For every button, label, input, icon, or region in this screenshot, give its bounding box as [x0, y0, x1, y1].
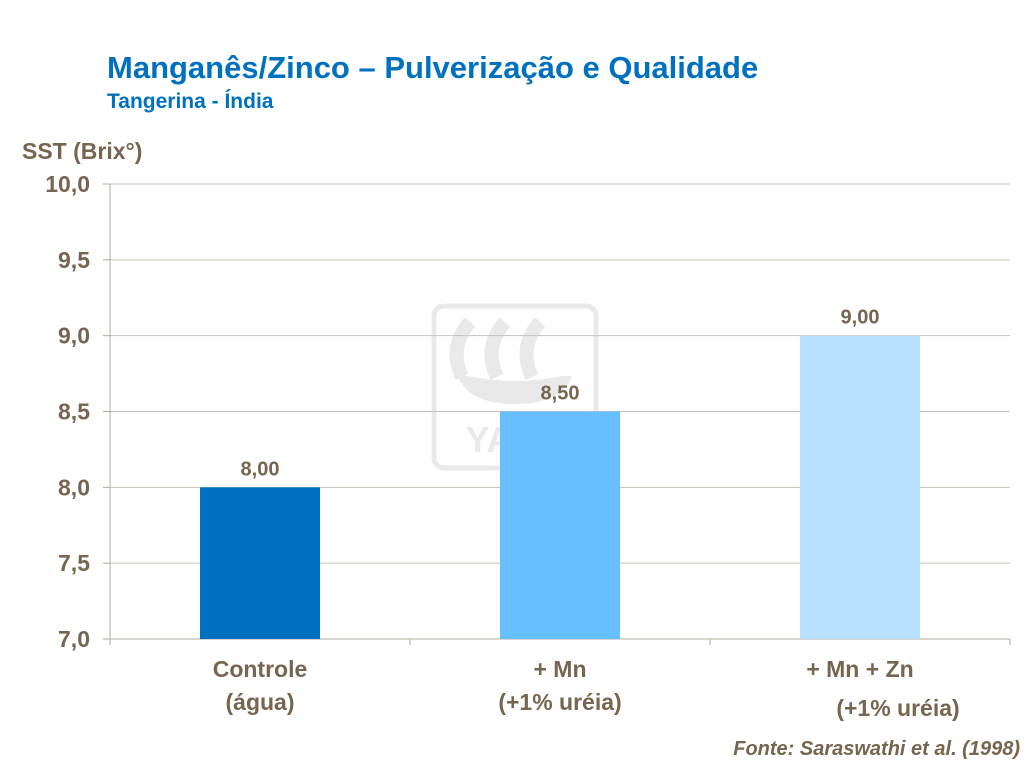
bar [200, 487, 320, 639]
x-category-label: (+1% uréia) [836, 695, 959, 721]
page-subtitle: Tangerina - Índia [107, 90, 274, 113]
bar [800, 335, 920, 639]
x-category-label: + Mn [533, 656, 586, 682]
y-tick-label: 9,0 [58, 323, 90, 349]
data-label: 9,00 [841, 307, 880, 329]
y-tick-label: 7,0 [58, 626, 90, 652]
page-title: Manganês/Zinco – Pulverização e Qualidad… [107, 50, 759, 85]
data-label: 8,50 [541, 383, 580, 405]
y-axis-label: SST (Brix°) [22, 138, 143, 164]
data-label: 8,00 [241, 458, 280, 480]
bar [500, 411, 620, 639]
x-category-label: (água) [226, 689, 295, 715]
y-tick-label: 8,5 [58, 399, 90, 425]
source-citation: Fonte: Saraswathi et al. (1998) [733, 738, 1020, 760]
y-tick-label: 7,5 [58, 550, 90, 576]
x-category-label: (+1% uréia) [498, 689, 621, 715]
y-tick-label: 10,0 [45, 171, 90, 197]
y-tick-label: 9,5 [58, 247, 90, 273]
x-category-label: Controle [213, 656, 308, 682]
y-tick-label: 8,0 [58, 474, 90, 500]
x-category-label: + Mn + Zn [806, 656, 913, 682]
